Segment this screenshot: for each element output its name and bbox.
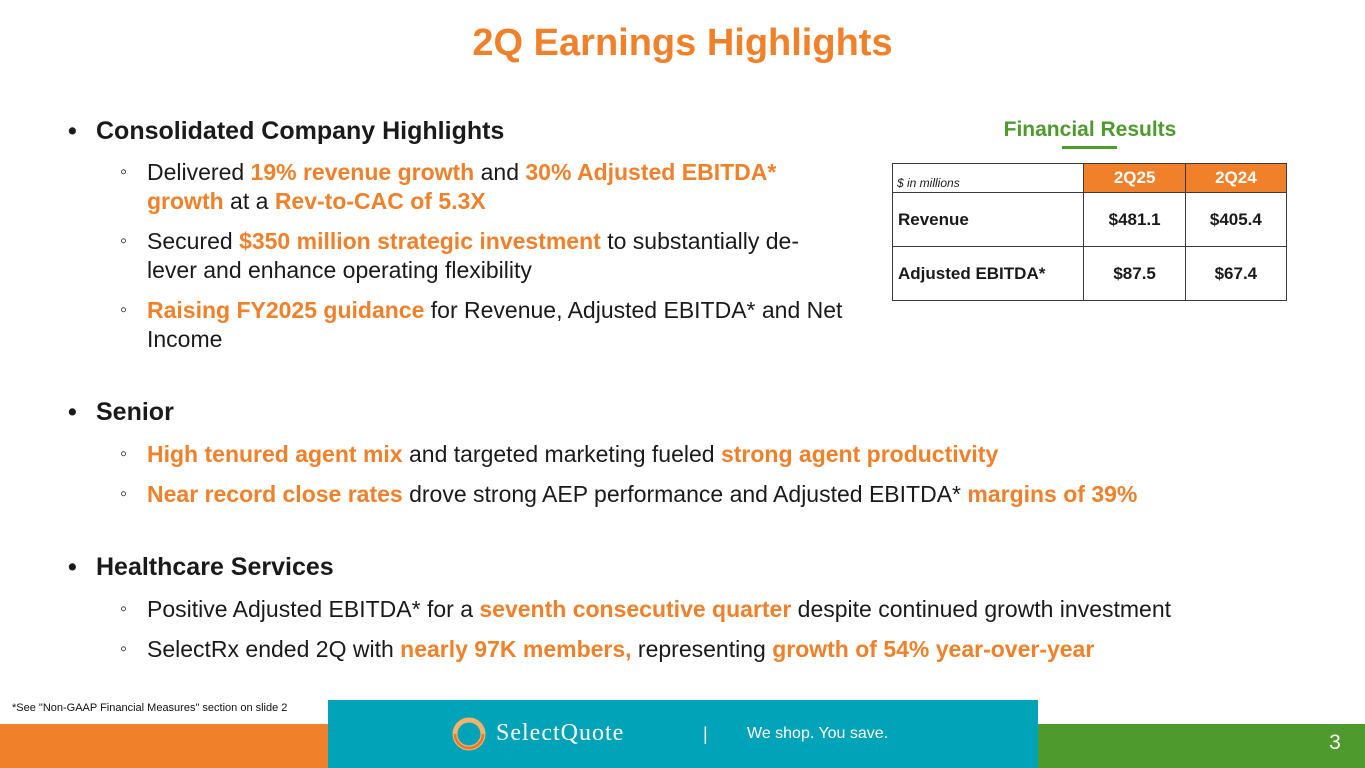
- section-healthcare-services: Healthcare Services Positive Adjusted EB…: [68, 553, 1348, 675]
- footnote: *See "Non-GAAP Financial Measures" secti…: [12, 702, 288, 714]
- highlight-text: strong agent productivity: [720, 441, 999, 467]
- cell-revenue-2q25: $481.1: [1083, 192, 1186, 247]
- selectquote-logo-icon: [452, 717, 486, 751]
- column-header-2q24: 2Q24: [1184, 163, 1288, 193]
- table-row: Adjusted EBITDA* $87.5 $67.4: [891, 246, 1288, 301]
- page-number: 3: [1329, 731, 1341, 754]
- footer-band-teal: [328, 700, 1038, 768]
- body-text: despite continued growth investment: [791, 596, 1172, 622]
- highlight-text: Rev-to-CAC of 5.3X: [274, 188, 486, 214]
- footer-separator: |: [703, 724, 708, 744]
- section-senior: Senior High tenured agent mix and target…: [68, 398, 1328, 520]
- section-heading: Healthcare Services: [68, 553, 1348, 582]
- bullet-item: Delivered 19% revenue growth and 30% Adj…: [68, 158, 848, 216]
- section-heading: Consolidated Company Highlights: [68, 117, 848, 146]
- unit-label: $ in millions: [891, 163, 1085, 193]
- body-text: Positive Adjusted EBITDA* for a: [147, 596, 480, 622]
- highlight-text: Near record close rates: [147, 481, 403, 507]
- cell-revenue-2q24: $405.4: [1184, 192, 1288, 247]
- bullet-item: Near record close rates drove strong AEP…: [68, 480, 1328, 509]
- table-row: Revenue $481.1 $405.4: [891, 192, 1288, 247]
- selectquote-logo-text: SelectQuote: [496, 720, 624, 747]
- bullet-item: SelectRx ended 2Q with nearly 97K member…: [68, 635, 1348, 664]
- column-header-2q25: 2Q25: [1083, 163, 1186, 193]
- section-consolidated-highlights: Consolidated Company Highlights Delivere…: [68, 117, 848, 365]
- highlight-text: 19% revenue growth: [250, 159, 475, 185]
- logo-wordmark: SelectQuote: [496, 720, 625, 746]
- bullet-list: Delivered 19% revenue growth and 30% Adj…: [68, 158, 848, 354]
- body-text: for Revenue, Adjusted EBITDA* and Net In…: [147, 297, 843, 352]
- bullet-item: Positive Adjusted EBITDA* for a seventh …: [68, 595, 1348, 624]
- financial-results-table: $ in millions 2Q25 2Q24 Revenue $481.1 $…: [891, 163, 1288, 301]
- highlight-text: Raising FY2025 guidance: [147, 297, 425, 323]
- bullet-item: High tenured agent mix and targeted mark…: [68, 440, 1328, 469]
- cell-ebitda-2q25: $87.5: [1083, 246, 1186, 301]
- row-label-revenue: Revenue: [891, 192, 1085, 247]
- section-heading: Senior: [68, 398, 1328, 427]
- footer-tagline: We shop. You save.: [747, 725, 889, 742]
- bullet-list: Positive Adjusted EBITDA* for a seventh …: [68, 595, 1348, 664]
- body-text: Delivered: [147, 159, 251, 185]
- body-text: representing: [631, 636, 773, 662]
- title-underline: [1062, 146, 1117, 149]
- highlight-text: margins of 39%: [967, 481, 1138, 507]
- footer-band-green: [1038, 724, 1365, 768]
- body-text: at a: [223, 188, 275, 214]
- financial-results-title: Financial Results: [1003, 118, 1177, 141]
- body-text: drove strong AEP performance and Adjuste…: [402, 481, 968, 507]
- body-text: and: [474, 159, 526, 185]
- highlight-text: 30% Adjusted EBITDA* growth: [147, 159, 777, 214]
- cell-ebitda-2q24: $67.4: [1184, 246, 1288, 301]
- bullet-item: Raising FY2025 guidance for Revenue, Adj…: [68, 296, 848, 354]
- bullet-item: Secured $350 million strategic investmen…: [68, 227, 848, 285]
- slide-title: 2Q Earnings Highlights: [472, 22, 893, 64]
- row-label-adjusted-ebitda: Adjusted EBITDA*: [891, 246, 1085, 301]
- body-text: SelectRx ended 2Q with: [147, 636, 401, 662]
- highlight-text: nearly 97K members,: [400, 636, 632, 662]
- body-text: and targeted marketing fueled: [402, 441, 721, 467]
- footer-band-orange: [0, 724, 328, 768]
- body-text: to substantially de-lever and enhance op…: [147, 228, 799, 283]
- highlight-text: High tenured agent mix: [147, 441, 403, 467]
- table-header-row: $ in millions 2Q25 2Q24: [891, 163, 1288, 193]
- highlight-text: growth of 54% year-over-year: [772, 636, 1095, 662]
- body-text: Secured: [147, 228, 240, 254]
- highlight-text: $350 million strategic investment: [239, 228, 601, 254]
- highlight-text: seventh consecutive quarter: [479, 596, 792, 622]
- bullet-list: High tenured agent mix and targeted mark…: [68, 440, 1328, 509]
